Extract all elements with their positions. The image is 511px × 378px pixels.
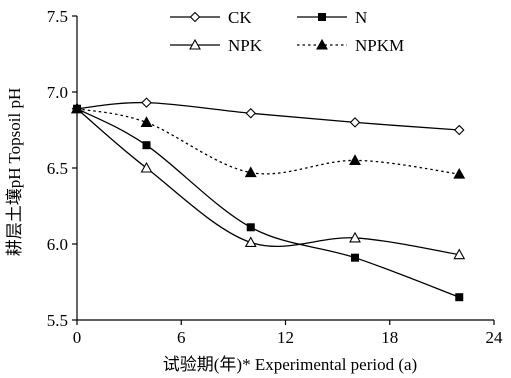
x-tick-label: 0 (73, 328, 82, 347)
data-point-ck (245, 108, 257, 119)
y-tick-label: 6.5 (47, 159, 68, 178)
y-tick-label: 7.0 (47, 83, 68, 102)
data-point-ck (141, 97, 152, 108)
data-point-npk (453, 248, 466, 260)
data-point-ck (453, 124, 465, 136)
data-point-npkm (349, 154, 361, 165)
series-line-n (76, 108, 460, 298)
legend-marker-ck (189, 11, 201, 23)
legend-marker-npk (189, 38, 201, 50)
series-line-npkm (76, 108, 460, 175)
data-point-npkm (140, 116, 153, 127)
data-point-npkm (71, 102, 83, 114)
x-tick-label: 6 (177, 328, 186, 347)
legend-label-npk: NPK (228, 36, 263, 55)
data-point-n (142, 141, 151, 150)
x-axis-title: 试验期(年)* Experimental period (a) (163, 355, 417, 374)
data-point-npkm (453, 167, 466, 179)
data-point-ck (349, 117, 361, 128)
data-point-n (351, 253, 359, 262)
y-tick-label: 5.5 (47, 311, 68, 330)
y-tick-label: 6.0 (47, 235, 68, 254)
data-point-n (455, 293, 464, 302)
y-tick-label: 7.5 (47, 7, 68, 26)
legend-label-ck: CK (228, 8, 252, 27)
data-point-npk (349, 231, 361, 243)
data-point-npk (140, 161, 153, 173)
series-line-npk (76, 108, 460, 256)
data-point-npk (244, 236, 257, 248)
x-tick-label: 12 (277, 328, 294, 347)
legend-marker-npkm (316, 38, 328, 50)
data-point-n (246, 223, 255, 232)
legend-label-npkm: NPKM (355, 36, 404, 55)
legend-label-n: N (355, 8, 367, 27)
x-tick-label: 24 (486, 328, 504, 347)
y-axis-title: 耕层土壤pH Topsoil pH (4, 88, 24, 257)
series-layer (71, 97, 466, 302)
plot-area: 0 6 12 18 24 5.5 6.0 6.5 7.0 7.5 (47, 7, 503, 347)
legend: CK N NPK NPKM (170, 8, 404, 55)
series-line-ck (76, 101, 460, 131)
legend-marker-n (318, 13, 326, 21)
x-tick-label: 18 (381, 328, 398, 347)
data-point-npkm (244, 166, 257, 178)
